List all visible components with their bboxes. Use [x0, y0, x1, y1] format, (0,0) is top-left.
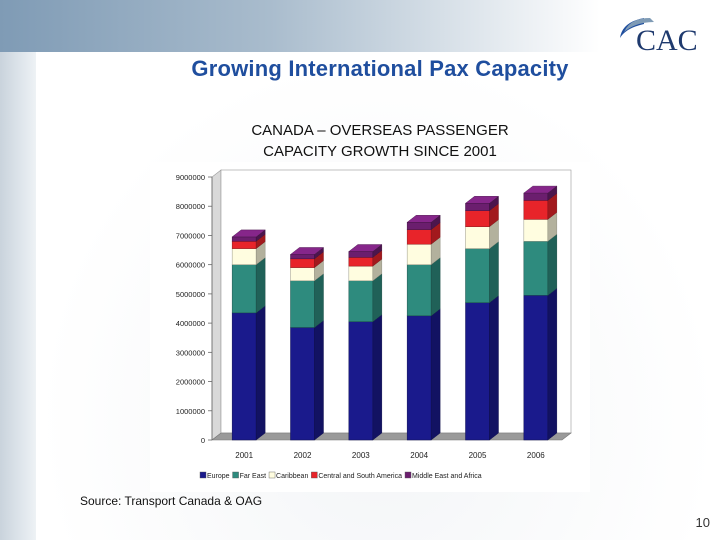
bar-segment: [231, 312, 257, 441]
bar-segment: [348, 280, 374, 322]
bar-top: [348, 244, 383, 252]
bar-segment: [290, 280, 315, 328]
y-tick-label: 5000000: [176, 290, 205, 299]
page-number: 10: [695, 515, 710, 530]
bar-segment: [290, 267, 315, 281]
legend-label: Middle East and Africa: [412, 473, 482, 480]
x-tick-label: 2006: [527, 451, 545, 460]
legend-swatch: [232, 471, 239, 479]
bar-segment: [465, 210, 490, 227]
bar-segment-side: [255, 305, 266, 441]
chart-back-wall: [220, 169, 572, 434]
bar-top: [289, 247, 325, 255]
legend-swatch: [199, 471, 207, 479]
legend-label: Europe: [207, 473, 230, 480]
bar-segment: [231, 264, 257, 314]
bar-top: [231, 229, 266, 238]
chart-title: CANADA – OVERSEAS PASSENGER CAPACITY GRO…: [251, 122, 509, 160]
bar-segment: [465, 226, 490, 249]
chart-floor: [211, 432, 572, 441]
bar-segment: [465, 302, 490, 441]
bar-segment-side: [547, 233, 558, 296]
bar-segment-side: [430, 257, 441, 317]
bar-segment: [348, 321, 374, 441]
y-tick-label: 3000000: [176, 348, 205, 357]
y-tick-label: 7000000: [176, 231, 205, 240]
bar-segment-side: [372, 273, 383, 323]
bar-segment: [465, 248, 490, 303]
bar-segment: [523, 192, 549, 201]
bar-segment-side: [255, 257, 266, 314]
bar-segment: [231, 241, 257, 249]
y-tick-label: 2000000: [176, 378, 205, 387]
bar-segment: [406, 315, 432, 441]
logo-text: CAC: [636, 24, 698, 57]
bar-top: [464, 196, 500, 204]
legend-label: Central and South America: [318, 473, 402, 480]
y-tick-label: 4000000: [176, 319, 205, 328]
y-tick-label: 1000000: [176, 407, 205, 416]
bar-segment-side: [430, 308, 441, 441]
bar-segment: [406, 264, 432, 317]
bar-segment: [406, 229, 432, 245]
bar-segment-side: [489, 295, 499, 441]
bar-segment-side: [547, 287, 558, 441]
cac-logo: CAC: [620, 18, 698, 57]
bar-top: [523, 185, 558, 194]
y-tick-label: 0: [201, 436, 205, 445]
chart-side-wall: [211, 169, 222, 441]
bar-segment: [523, 219, 549, 242]
bar-segment: [523, 241, 549, 296]
bar-segment-side: [489, 241, 499, 304]
x-tick-label: 2005: [469, 451, 487, 460]
bar-segment: [231, 236, 257, 242]
slide-title: Growing International Pax Capacity: [191, 56, 569, 81]
y-tick-label: 6000000: [176, 261, 205, 270]
bar-segment: [406, 222, 432, 230]
bar-top: [406, 215, 441, 223]
legend-swatch: [404, 471, 412, 479]
bar-segment: [348, 265, 374, 281]
source-note: Source: Transport Canada & OAG: [80, 494, 263, 508]
y-tick-label: 8000000: [176, 202, 205, 211]
chart-area: 0 1000000 2000000 3000000 4000000 5000000 6000…: [150, 162, 590, 492]
x-tick-label: 2003: [352, 451, 370, 460]
bar-segment-side: [372, 314, 383, 441]
legend-label: Caribbean: [276, 473, 308, 480]
top-decor-band: [0, 0, 600, 52]
stacked-bar-chart: 0 1000000 2000000 3000000 4000000 5000000 6000…: [176, 169, 572, 480]
x-tick-label: 2001: [235, 451, 253, 460]
bar-segment: [290, 327, 315, 441]
legend-swatch: [268, 471, 276, 479]
bar-segment: [523, 295, 549, 441]
bar-segment: [406, 243, 432, 265]
bar-segment: [290, 254, 315, 260]
bar-segment-side: [314, 273, 324, 328]
logo-swoosh-light: [624, 18, 654, 32]
bar-segment: [348, 251, 374, 258]
bar-segment: [465, 203, 490, 211]
bar-segment: [348, 257, 374, 267]
legend-label: Far East: [240, 473, 267, 480]
legend-swatch: [311, 471, 318, 479]
y-tick-label: 9000000: [176, 173, 205, 182]
bar-segment-side: [314, 320, 324, 441]
x-tick-label: 2002: [294, 451, 312, 460]
left-decor-band: [0, 0, 36, 540]
bar-segment: [290, 258, 315, 268]
bar-segment: [231, 248, 257, 265]
bar-segment: [523, 200, 549, 220]
x-tick-label: 2004: [410, 451, 428, 460]
